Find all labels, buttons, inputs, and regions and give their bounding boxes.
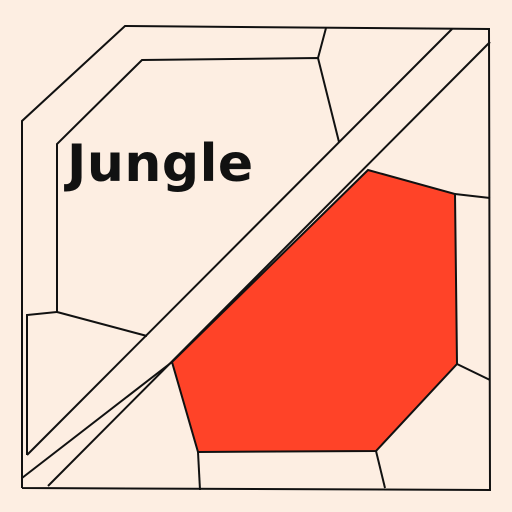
jungle-region[interactable] bbox=[170, 168, 459, 454]
right-lane-divider bbox=[454, 193, 491, 199]
left-lane-divider bbox=[56, 311, 148, 337]
outer-border bbox=[21, 24, 492, 492]
top-lane-divider bbox=[317, 27, 327, 59]
bottom-lane-inner-edge bbox=[375, 450, 386, 489]
diagonal-river-edge-upper bbox=[26, 28, 453, 456]
bottom-left-lane-inner-edge bbox=[21, 361, 173, 479]
diagonal-river-edge-lower bbox=[47, 41, 491, 487]
right-lane-inner-edge bbox=[456, 363, 491, 381]
region-label: Jungle bbox=[67, 134, 254, 194]
bottom-lane-divider bbox=[197, 451, 201, 491]
